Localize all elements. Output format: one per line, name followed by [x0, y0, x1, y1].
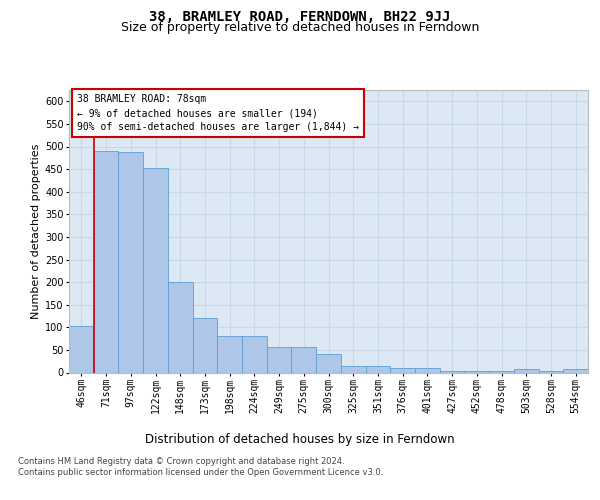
Bar — [440, 371, 464, 372]
Bar — [390, 368, 415, 372]
Bar — [415, 368, 440, 372]
Bar — [514, 370, 539, 372]
Bar — [539, 371, 563, 372]
Bar — [217, 336, 242, 372]
Bar — [143, 168, 168, 372]
Bar — [69, 326, 94, 372]
Bar — [168, 282, 193, 372]
Bar — [341, 366, 365, 372]
Text: Distribution of detached houses by size in Ferndown: Distribution of detached houses by size … — [145, 432, 455, 446]
Bar — [118, 152, 143, 372]
Text: Size of property relative to detached houses in Ferndown: Size of property relative to detached ho… — [121, 21, 479, 34]
Bar — [267, 346, 292, 372]
Bar — [193, 318, 217, 372]
Bar — [94, 151, 118, 372]
Bar — [316, 354, 341, 372]
Bar — [464, 371, 489, 372]
Text: Contains HM Land Registry data © Crown copyright and database right 2024.
Contai: Contains HM Land Registry data © Crown c… — [18, 458, 383, 477]
Bar — [292, 346, 316, 372]
Y-axis label: Number of detached properties: Number of detached properties — [31, 144, 41, 319]
Bar — [489, 371, 514, 372]
Bar — [365, 366, 390, 372]
Text: 38, BRAMLEY ROAD, FERNDOWN, BH22 9JJ: 38, BRAMLEY ROAD, FERNDOWN, BH22 9JJ — [149, 10, 451, 24]
Text: 38 BRAMLEY ROAD: 78sqm
← 9% of detached houses are smaller (194)
90% of semi-det: 38 BRAMLEY ROAD: 78sqm ← 9% of detached … — [77, 94, 359, 132]
Bar — [242, 336, 267, 372]
Bar — [563, 370, 588, 372]
